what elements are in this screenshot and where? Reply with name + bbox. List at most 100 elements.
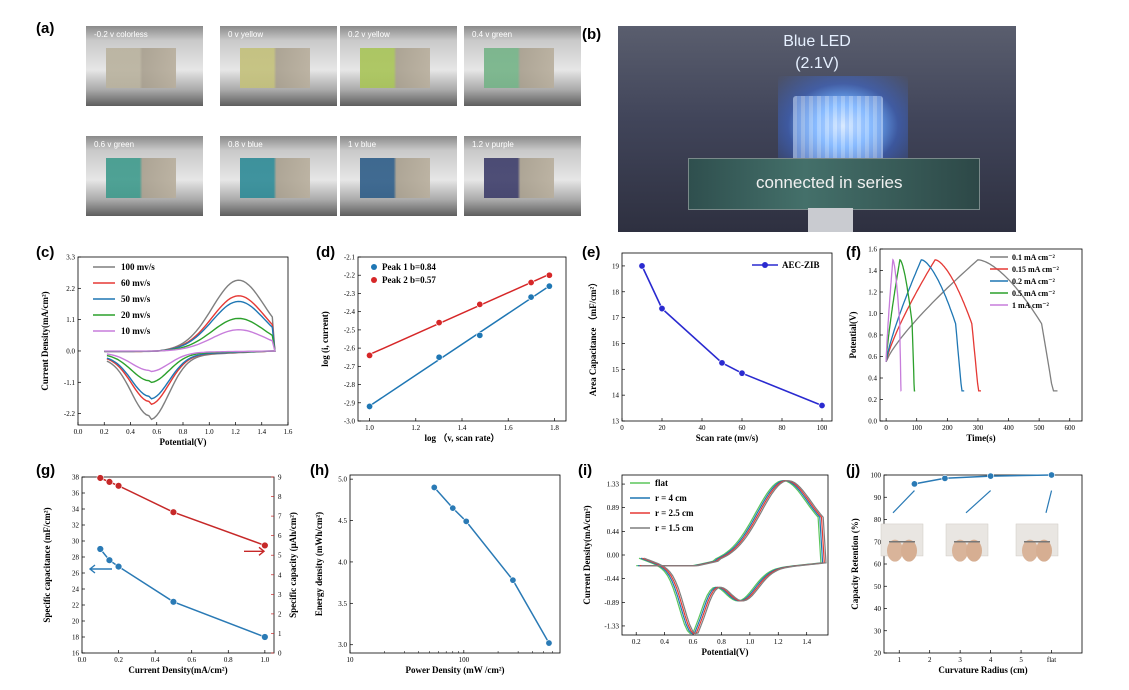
data-point	[114, 562, 123, 571]
plot-frame	[879, 248, 1083, 422]
chart-g-dual-axis: 0.0 0.2 0.4 0.6 0.8 1.01618202224262830323436…	[42, 474, 298, 676]
breadboard	[793, 96, 883, 161]
y-right-tick-label: 2	[278, 610, 282, 618]
x-tick-label: 0.6	[152, 428, 161, 436]
y-tick-label: 30	[874, 627, 882, 635]
legend-entry: r = 4 cm	[655, 493, 687, 503]
x-tick-label: 0	[620, 424, 624, 432]
data-point	[366, 402, 374, 410]
base-plate	[808, 208, 853, 232]
y-right-tick-label: 0	[278, 650, 282, 658]
panel-label-b: (b)	[582, 26, 602, 43]
film-sample	[106, 158, 176, 198]
jar-label: 1.2 v purple	[472, 140, 514, 149]
data-point	[545, 271, 553, 279]
y-tick-label: 22	[72, 602, 80, 610]
x-tick-label: 0.0	[78, 656, 87, 664]
y-tick-label: 4.0	[338, 558, 347, 566]
chart-j-retention: 1 2 3 4 5 flat 20 30 40 50 60 70 80 90 100 Curvature Ra…	[850, 471, 1083, 675]
retention-line	[914, 474, 1052, 485]
data-point	[527, 279, 535, 287]
y-tick-label: 0.0	[66, 347, 75, 355]
jar-1: 0 v yellow	[220, 26, 337, 106]
data-point	[545, 639, 553, 647]
y-right-tick-label: 7	[278, 513, 282, 521]
hand-right	[901, 539, 917, 562]
gcd-curve-4	[885, 258, 902, 392]
x-tick-label: 2	[928, 656, 932, 664]
x-tick-label: 400	[1003, 424, 1014, 432]
y-tick-label: -2.9	[344, 399, 356, 407]
x-tick-label: 0.6	[187, 656, 196, 664]
film-sample	[360, 158, 430, 198]
film-sample	[240, 158, 310, 198]
data-point	[818, 401, 826, 409]
x-tick-label: 100	[911, 424, 922, 432]
jar-label: 1 v blue	[348, 140, 377, 149]
x-tick-label: 0.6	[689, 638, 698, 646]
legend-entry: 50 mv/s	[121, 294, 151, 304]
pointer-arrow	[1045, 490, 1053, 513]
data-point	[169, 508, 178, 516]
y-tick-label: 0.8	[868, 332, 877, 340]
x-tick-label: 1.4	[802, 638, 811, 646]
jar-label: 0.8 v blue	[228, 140, 263, 149]
legend-entry: 100 mv/s	[121, 262, 155, 272]
x-tick-label: 600	[1065, 424, 1076, 432]
x-tick-label: 1.8	[550, 424, 559, 432]
y-tick-label: 50	[874, 583, 882, 591]
y-tick-label: 0.44	[607, 528, 620, 536]
film-sample	[484, 158, 554, 198]
x-tick-label: 0.2	[114, 656, 123, 664]
y-axis-label: Capacity Retention (%)	[850, 518, 860, 610]
x-tick-label: 60	[739, 424, 747, 432]
x-tick-label: 0	[884, 424, 888, 432]
led-caption: Blue LED (2.1V)	[618, 31, 1016, 75]
legend-entry: 0.1 mA cm⁻²	[1012, 253, 1055, 262]
x-tick-label: 3	[958, 656, 962, 664]
data-point	[96, 545, 104, 553]
x-tick-label: 1.0	[260, 656, 269, 664]
legend-entry: 10 mv/s	[121, 326, 151, 336]
jar-4: 0.6 v green	[86, 136, 203, 216]
chart-e-area-capacitance: 0 20 40 60 80 100 13 14 15 16 17 18 19 Scan rate (mv/…	[588, 252, 833, 443]
fit-line	[369, 285, 550, 407]
plot-frame	[883, 474, 1083, 654]
jar-3: 0.4 v green	[464, 26, 581, 106]
panel-label-f: (f)	[846, 244, 861, 261]
y-axis-label: Potential(V)	[848, 312, 858, 359]
data-point	[449, 504, 457, 512]
y-tick-label: 0.2	[868, 396, 877, 404]
bend-cv-loop-0	[636, 480, 822, 635]
cv-loop-4	[104, 328, 276, 373]
gcd-curve-0	[885, 259, 1058, 392]
y-tick-label: -2.5	[344, 326, 356, 334]
y-tick-label: -0.89	[604, 599, 619, 607]
y-tick-label: 1.6	[868, 246, 877, 254]
y-tick-label: 16	[612, 340, 620, 348]
y-axis-label: Energy density (mWh/cm²)	[314, 512, 324, 616]
data-point	[430, 483, 438, 491]
x-axis-label: Potential(V)	[702, 647, 749, 657]
pointer-arrow	[965, 490, 992, 514]
y-tick-label: -3.0	[344, 418, 356, 426]
data-point	[1048, 471, 1056, 479]
jar-0: -0.2 v colorless	[86, 26, 203, 106]
y-tick-label: 28	[72, 554, 80, 562]
x-tick-label: 0.2	[100, 428, 109, 436]
y-tick-label: 26	[72, 570, 80, 578]
y-tick-label: 20	[874, 650, 882, 658]
hand-left	[1022, 539, 1038, 562]
legend-entry: 0.15 mA cm⁻²	[1012, 265, 1059, 274]
data-point	[638, 262, 646, 270]
battery-cells	[688, 158, 980, 210]
x-tick-label: 1	[897, 656, 901, 664]
x-tick-label: 1.4	[458, 424, 467, 432]
hand-left	[952, 539, 968, 562]
y-right-tick-label: 9	[278, 474, 282, 482]
y-tick-label: 5.0	[338, 476, 347, 484]
y-tick-label: -2.6	[344, 345, 356, 353]
y-tick-label: 18	[612, 288, 620, 296]
legend-entry: 0.5 mA cm⁻²	[1012, 289, 1055, 298]
bend-cv-loop-1	[637, 480, 824, 635]
